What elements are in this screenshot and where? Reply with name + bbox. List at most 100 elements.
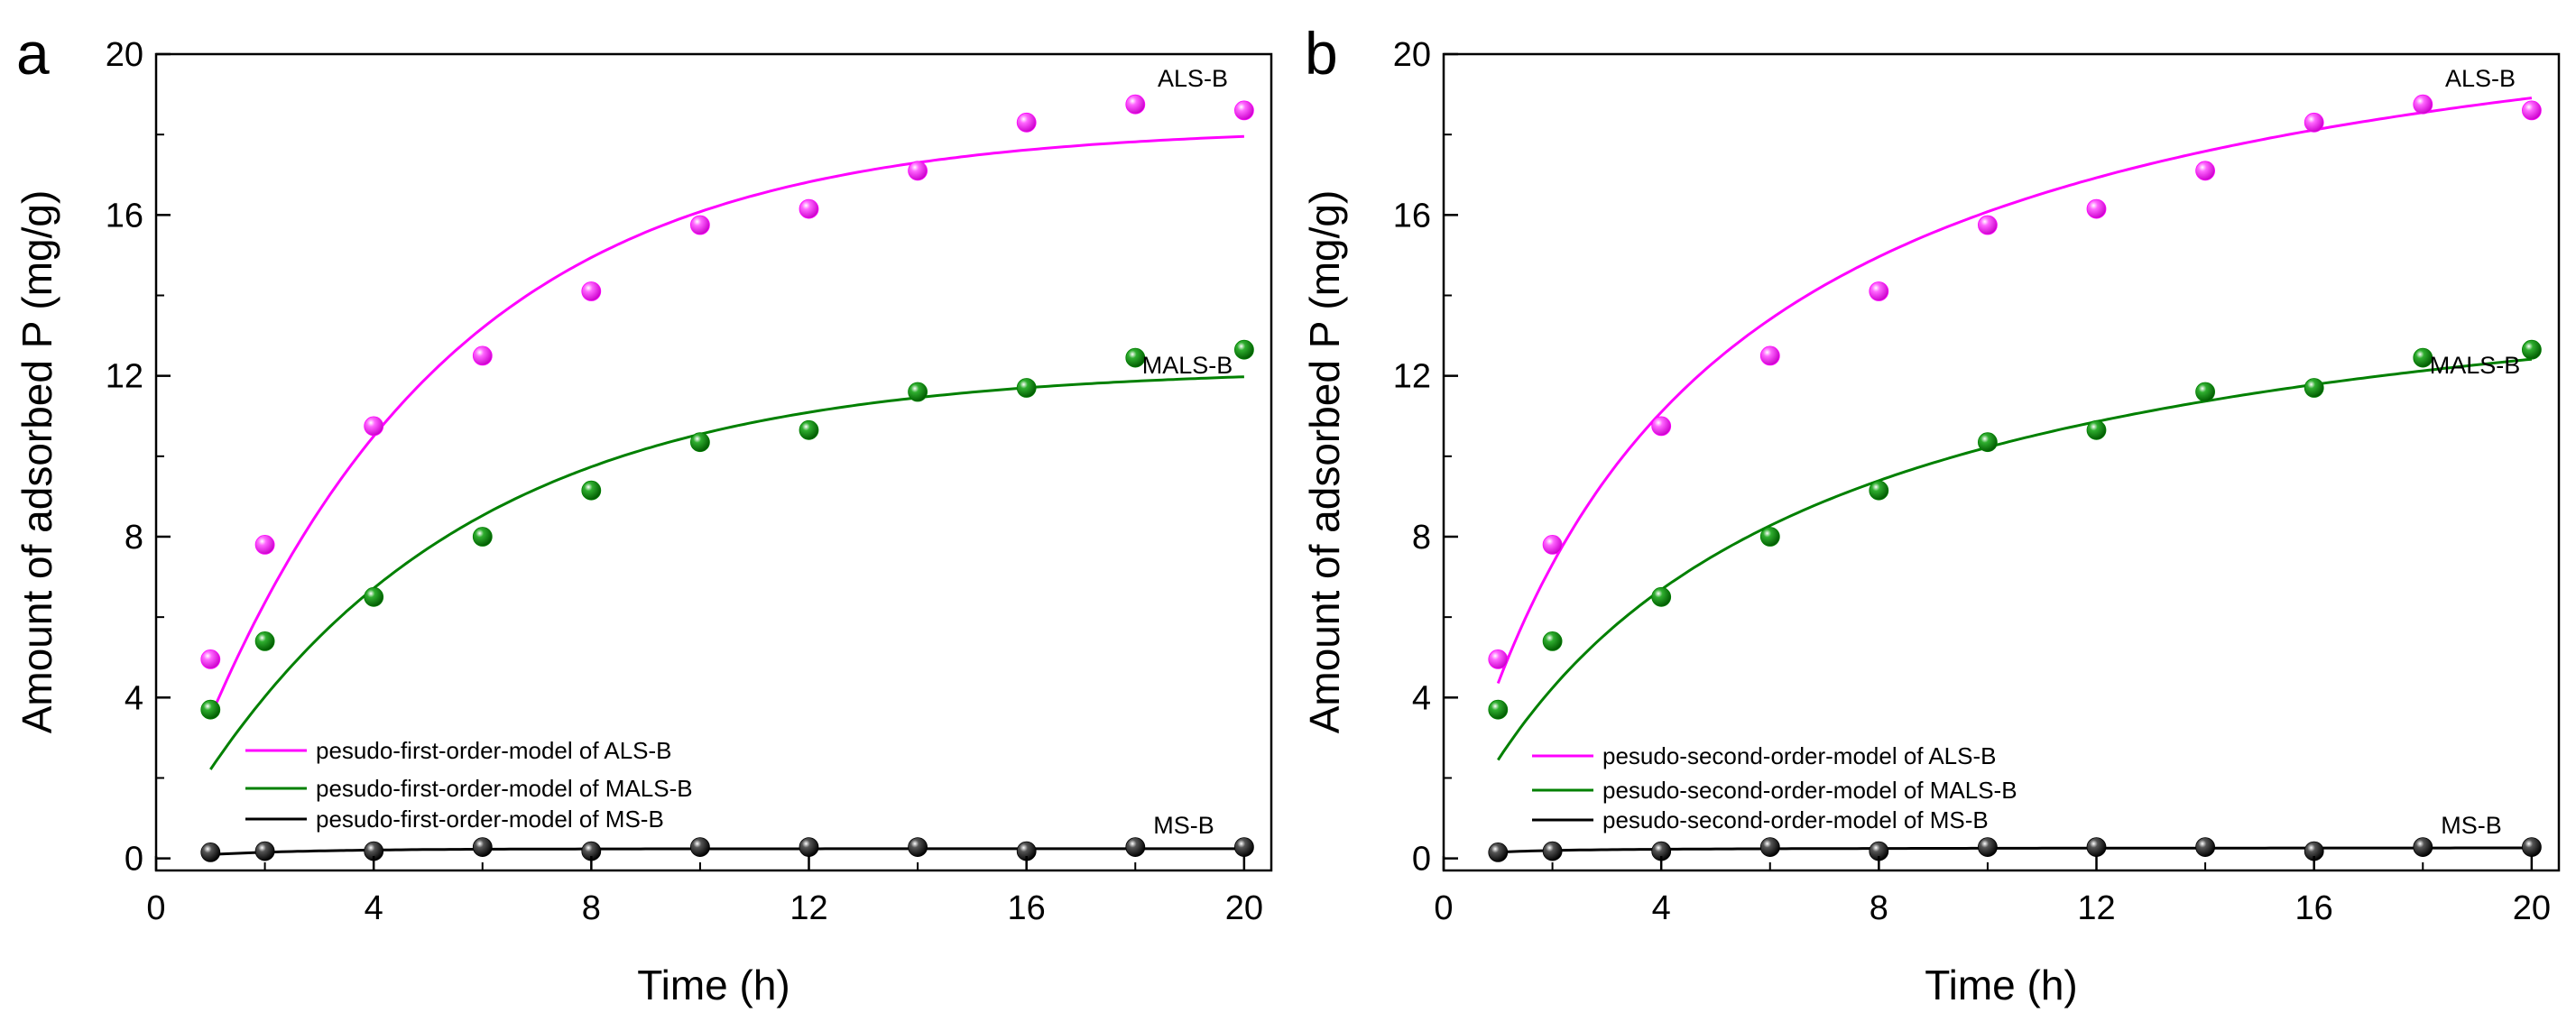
legend-entry-als-b: pesudo-first-order-model of ALS-B	[316, 737, 672, 764]
data-point-mals-b	[2195, 382, 2216, 402]
data-point-ms-b	[690, 837, 710, 857]
y-tick-label: 16	[1393, 197, 1431, 235]
data-point-mals-b	[581, 480, 602, 501]
y-axis-label: Amount of adsorbed P (mg/g)	[14, 190, 60, 734]
x-tick-label: 12	[789, 889, 827, 927]
series-label-ms-b: MS-B	[1153, 812, 1214, 839]
data-point-als-b	[690, 215, 710, 235]
legend-entry-als-b: pesudo-second-order-model of ALS-B	[1602, 742, 1996, 769]
fit-curve-pesudo-first-order-model-of-mals-b	[209, 375, 1244, 770]
data-point-mals-b	[1759, 527, 1780, 547]
data-point-als-b	[799, 198, 819, 219]
series-label-mals-b: MALS-B	[1142, 352, 1233, 379]
legend-entry-mals-b: pesudo-second-order-model of MALS-B	[1602, 777, 2017, 804]
plot-frame	[1442, 52, 2561, 872]
plot-frame	[154, 52, 1273, 872]
data-point-ms-b	[1977, 837, 1998, 857]
data-point-als-b	[254, 535, 275, 555]
panel-letter-b: b	[1305, 20, 1338, 87]
data-point-als-b	[1016, 112, 1037, 133]
data-point-mals-b	[1488, 699, 1509, 720]
series-label-als-b: ALS-B	[2445, 65, 2516, 92]
data-point-mals-b	[1977, 432, 1998, 453]
x-tick-label: 0	[1434, 889, 1453, 927]
data-point-ms-b	[799, 837, 819, 857]
series-label-ms-b: MS-B	[2441, 812, 2502, 839]
y-tick-label: 4	[125, 679, 143, 717]
data-point-mals-b	[690, 432, 710, 453]
data-point-als-b	[581, 281, 602, 301]
data-point-als-b	[2086, 198, 2107, 219]
data-point-ms-b	[2413, 837, 2433, 857]
data-point-mals-b	[364, 586, 384, 607]
data-point-mals-b	[799, 419, 819, 440]
data-point-ms-b	[200, 842, 221, 862]
y-tick-label: 20	[106, 36, 143, 74]
data-point-ms-b	[2521, 837, 2542, 857]
chart-panel-a: a 0 4 8 12 16 20 0 4 8 12 16 20 Time (h) Amount of …	[14, 20, 1273, 1008]
tick-labels: 0 4 8 12 16 20 0 4 8 12 16 20	[106, 36, 1263, 927]
data-point-mals-b	[2521, 339, 2542, 360]
data-point-ms-b	[1542, 841, 1563, 861]
series-layer	[200, 94, 1254, 862]
data-point-als-b	[1651, 416, 1672, 437]
data-point-als-b	[2304, 112, 2324, 133]
data-point-mals-b	[908, 382, 928, 402]
legend-entry-mals-b: pesudo-first-order-model of MALS-B	[316, 775, 693, 802]
legend-entry-ms-b: pesudo-first-order-model of MS-B	[316, 806, 664, 833]
axis-ticks	[1442, 52, 2534, 870]
data-point-als-b	[200, 649, 221, 669]
data-point-ms-b	[254, 841, 275, 861]
data-point-mals-b	[472, 527, 493, 547]
data-point-als-b	[472, 345, 493, 366]
x-tick-label: 20	[2513, 889, 2551, 927]
x-tick-label: 8	[1870, 889, 1888, 927]
series-layer	[1488, 94, 2542, 862]
data-point-mals-b	[1234, 339, 1254, 360]
y-tick-label: 12	[1393, 358, 1431, 396]
y-tick-label: 12	[106, 358, 143, 396]
chart-panel-b: b 0 4 8 12 16 20 0 4 8 12 16 20 Time (h) Amount of …	[1301, 20, 2561, 1008]
data-point-ms-b	[2195, 837, 2216, 857]
data-point-ms-b	[908, 837, 928, 857]
y-tick-label: 0	[1412, 841, 1431, 879]
legend: pesudo-first-order-model of ALS-B pesudo…	[245, 737, 693, 833]
data-point-als-b	[1977, 215, 1998, 235]
data-point-mals-b	[1125, 347, 1146, 368]
fit-curve-pesudo-second-order-model-of-als-b	[1496, 97, 2533, 685]
x-tick-label: 12	[2077, 889, 2115, 927]
data-point-als-b	[2195, 161, 2216, 181]
data-point-mals-b	[2413, 347, 2433, 368]
x-tick-label: 20	[1225, 889, 1263, 927]
x-tick-label: 8	[582, 889, 601, 927]
y-tick-label: 8	[1412, 519, 1431, 557]
data-point-mals-b	[2086, 419, 2107, 440]
data-point-mals-b	[1016, 378, 1037, 398]
data-point-als-b	[2413, 94, 2433, 115]
y-axis-label: Amount of adsorbed P (mg/g)	[1301, 190, 1348, 734]
data-point-als-b	[1759, 345, 1780, 366]
data-point-als-b	[2521, 100, 2542, 121]
y-tick-label: 4	[1412, 679, 1431, 717]
series-label-mals-b: MALS-B	[2430, 352, 2521, 379]
data-point-mals-b	[2304, 378, 2324, 398]
data-point-ms-b	[1125, 837, 1146, 857]
data-point-als-b	[1234, 100, 1254, 121]
data-point-mals-b	[200, 699, 221, 720]
y-tick-label: 8	[125, 519, 143, 557]
series-label-als-b: ALS-B	[1158, 65, 1228, 92]
data-point-als-b	[1125, 94, 1146, 115]
x-axis-label: Time (h)	[1925, 962, 2078, 1008]
data-point-ms-b	[1234, 837, 1254, 857]
data-point-mals-b	[1869, 480, 1889, 501]
x-tick-label: 16	[2295, 889, 2333, 927]
x-tick-label: 0	[146, 889, 165, 927]
data-point-ms-b	[1759, 837, 1780, 857]
x-tick-label: 4	[1652, 889, 1671, 927]
legend-entry-ms-b: pesudo-second-order-model of MS-B	[1602, 806, 1989, 833]
data-point-als-b	[1542, 535, 1563, 555]
data-point-ms-b	[2086, 837, 2107, 857]
x-tick-label: 16	[1008, 889, 1046, 927]
x-axis-label: Time (h)	[637, 962, 790, 1008]
